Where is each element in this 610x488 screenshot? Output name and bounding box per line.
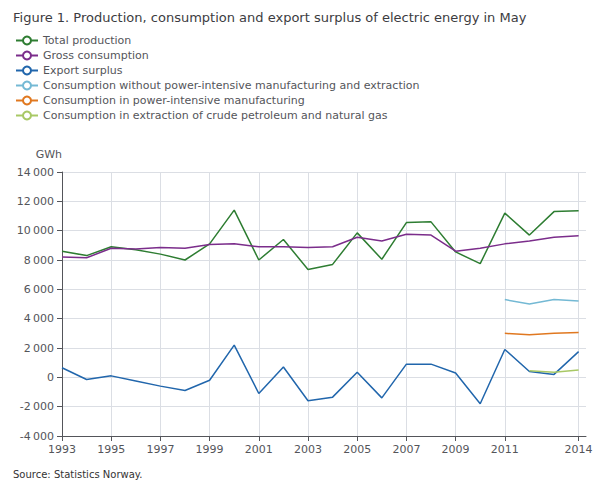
svg-text:2007: 2007 — [392, 443, 420, 456]
svg-text:2 000: 2 000 — [24, 342, 54, 355]
svg-text:2009: 2009 — [442, 443, 470, 456]
svg-text:Gross consumption: Gross consumption — [43, 49, 149, 62]
svg-text:GWh: GWh — [36, 148, 62, 161]
svg-text:2001: 2001 — [245, 443, 273, 456]
svg-text:12 000: 12 000 — [17, 195, 54, 208]
svg-text:2014: 2014 — [565, 443, 593, 456]
svg-text:Consumption without power-inte: Consumption without power-intensive manu… — [43, 79, 419, 92]
svg-text:Consumption in extraction of c: Consumption in extraction of crude petro… — [43, 109, 388, 122]
svg-text:6 000: 6 000 — [24, 283, 54, 296]
svg-text:14 000: 14 000 — [17, 166, 54, 179]
svg-text:Export surplus: Export surplus — [43, 64, 123, 77]
svg-text:1997: 1997 — [146, 443, 174, 456]
svg-text:2005: 2005 — [343, 443, 371, 456]
svg-text:1995: 1995 — [97, 443, 125, 456]
svg-text:1999: 1999 — [196, 443, 224, 456]
svg-text:Figure 1. Production, consumpt: Figure 1. Production, consumption and ex… — [13, 10, 527, 25]
svg-text:10 000: 10 000 — [17, 224, 54, 237]
svg-text:2003: 2003 — [294, 443, 322, 456]
svg-text:0: 0 — [47, 371, 54, 384]
svg-text:8 000: 8 000 — [24, 254, 54, 267]
svg-text:-4 000: -4 000 — [20, 430, 54, 443]
svg-text:4 000: 4 000 — [24, 312, 54, 325]
svg-text:-2 000: -2 000 — [20, 400, 54, 413]
svg-text:2011: 2011 — [491, 443, 519, 456]
svg-text:Consumption in power-intensive: Consumption in power-intensive manufactu… — [43, 94, 305, 107]
svg-text:Total production: Total production — [42, 34, 131, 47]
svg-text:Source: Statistics Norway.: Source: Statistics Norway. — [13, 469, 142, 480]
svg-text:1993: 1993 — [48, 443, 76, 456]
